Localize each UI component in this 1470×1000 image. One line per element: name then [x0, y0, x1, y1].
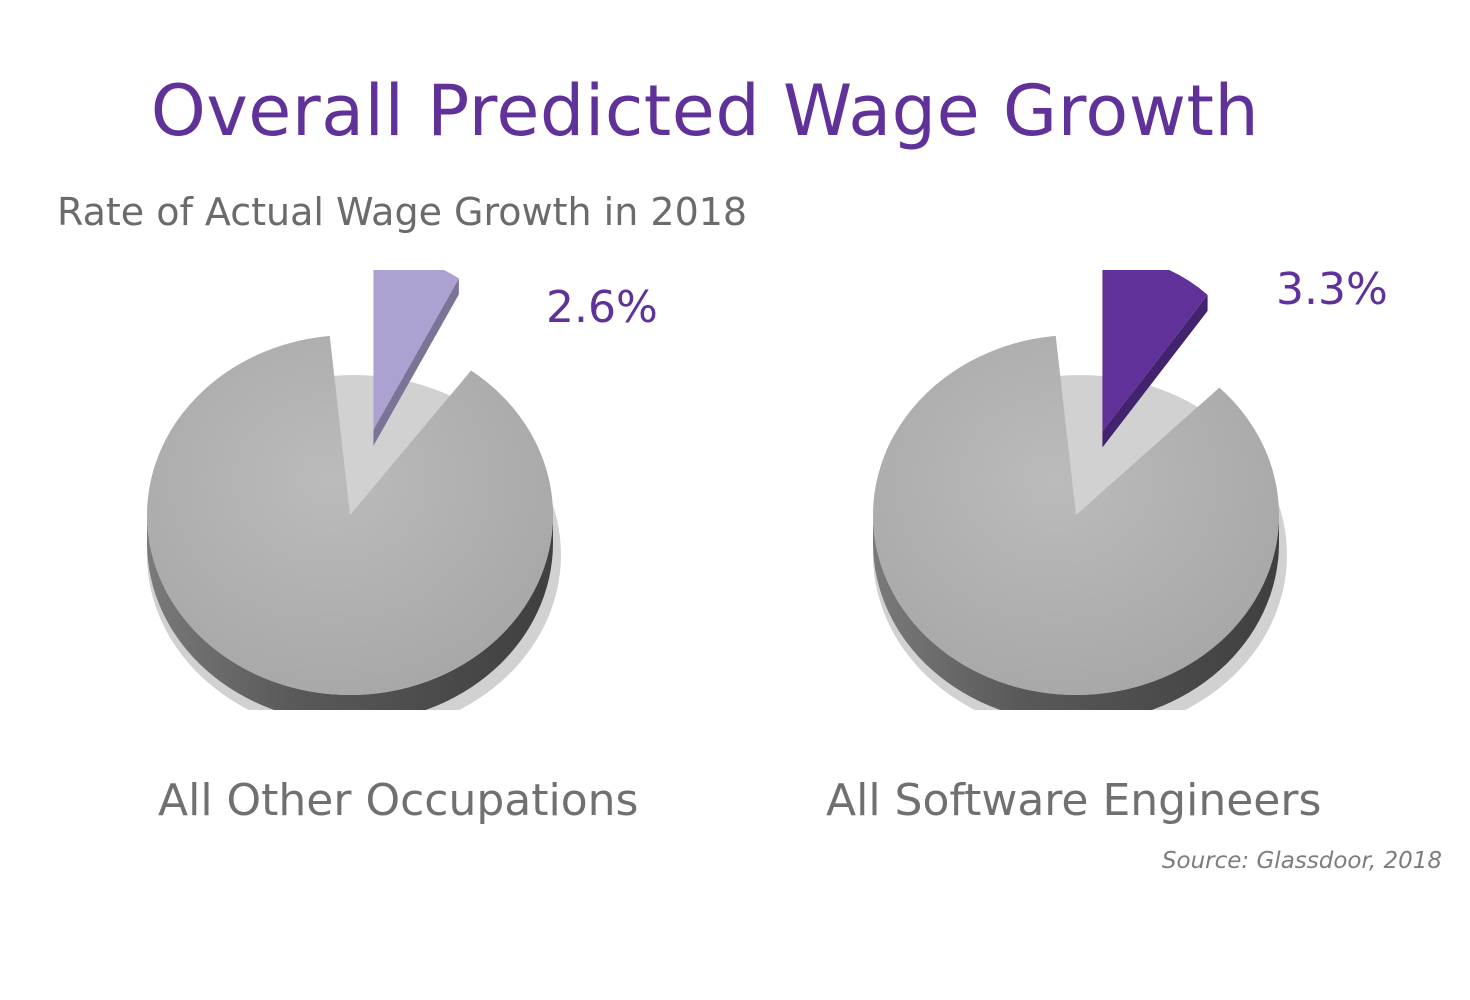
source-note: Source: Glassdoor, 2018	[1161, 848, 1442, 874]
pie-slice-highlight-side-software-engineers	[1102, 294, 1208, 448]
chart-title: Overall Predicted Wage Growth	[150, 70, 1260, 152]
pie-slice-rest-software-engineers	[873, 335, 1279, 695]
pie-slice-highlight-software-engineers	[1102, 270, 1208, 432]
pie-value-label-software-engineers: 3.3%	[1276, 264, 1388, 315]
pie-chart-other-occupations	[147, 270, 561, 710]
chart-subtitle: Rate of Actual Wage Growth in 2018	[57, 190, 748, 234]
pie-slice-highlight-side-other-occupations	[373, 278, 459, 446]
pie-slice-highlight-other-occupations	[373, 270, 459, 430]
pie-slice-rest-other-occupations	[147, 335, 554, 695]
category-label-other-occupations: All Other Occupations	[158, 775, 639, 826]
pie-value-label-other-occupations: 2.6%	[546, 282, 658, 333]
pie-chart-software-engineers	[873, 270, 1287, 710]
category-label-software-engineers: All Software Engineers	[826, 775, 1322, 826]
